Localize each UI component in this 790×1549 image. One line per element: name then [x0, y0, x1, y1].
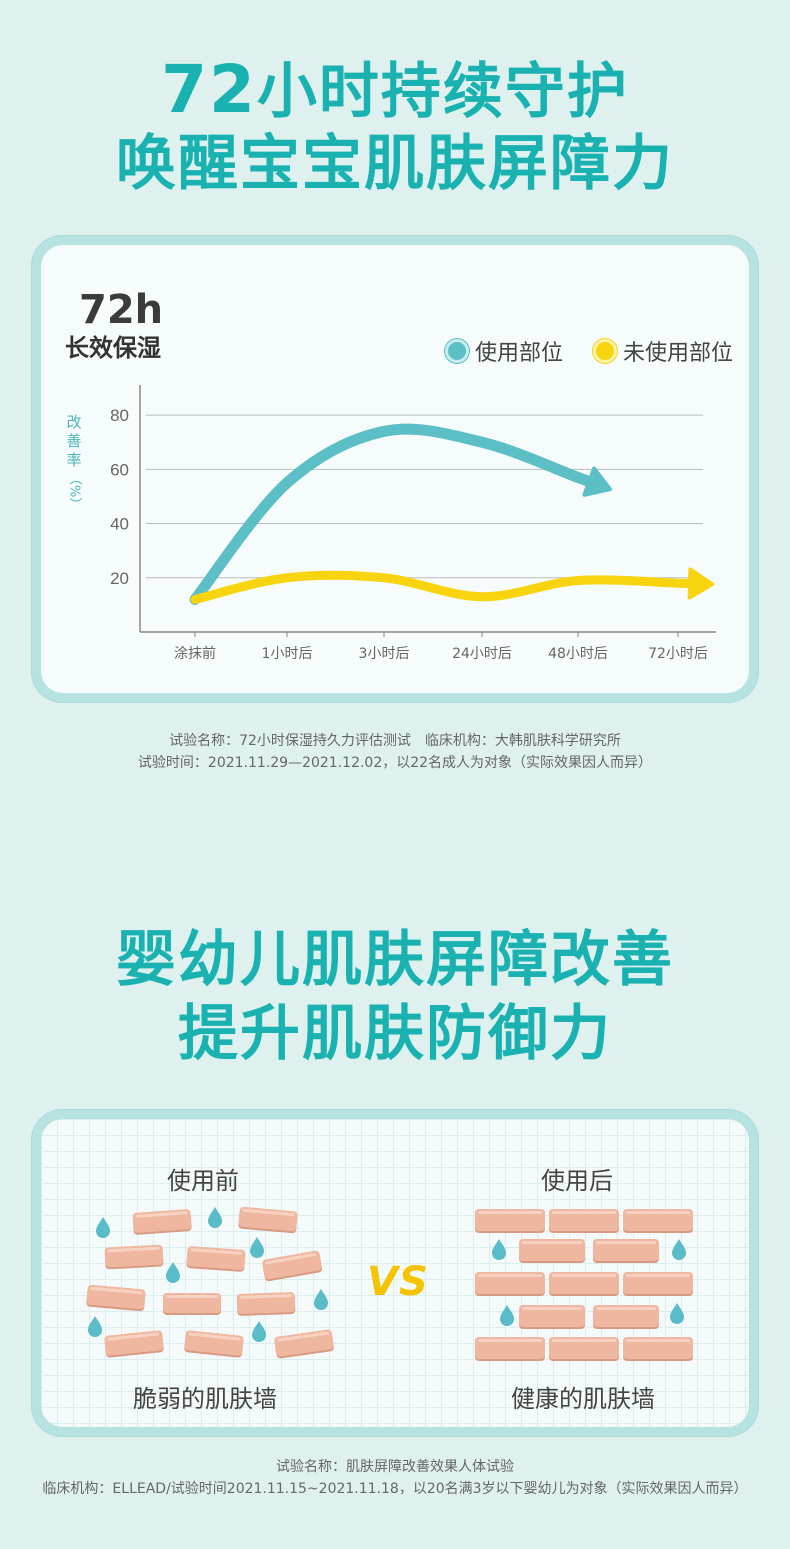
compare-footnote-line1: 试验名称：肌肤屏障改善效果人体试验: [276, 1459, 514, 1475]
vs-text: VS: [367, 1259, 429, 1305]
after-label: 使用后: [541, 1167, 613, 1195]
legend-dot-unused-icon: [592, 339, 617, 363]
y-tick-label: 20: [110, 569, 129, 588]
y-axis-label-char-4: （%）: [66, 472, 82, 511]
section2-title-line2: 提升肌肤防御力: [178, 999, 612, 1069]
water-drop-icon: [670, 1303, 684, 1324]
brick-after: [623, 1209, 693, 1233]
water-drop-icon: [314, 1289, 328, 1310]
section2-title-line1: 婴幼儿肌肤屏障改善: [116, 925, 674, 995]
series-arrow-1-icon: [582, 466, 612, 497]
water-drop-icon: [88, 1316, 102, 1337]
brick-after: [475, 1209, 545, 1233]
brick-before: [274, 1329, 334, 1359]
after-caption: 健康的肌肤墙: [511, 1385, 655, 1413]
compare-card-inner: 使用前 使用后 VS 脆弱的肌肤墙 健康的肌肤墙: [41, 1119, 749, 1427]
brick-before: [186, 1246, 246, 1272]
y-axis-label: 改 善 率 （%）: [63, 413, 85, 510]
brick-after: [549, 1209, 619, 1233]
compare-card: 使用前 使用后 VS 脆弱的肌肤墙 健康的肌肤墙: [32, 1110, 758, 1436]
brick-before: [262, 1250, 323, 1282]
brick-after: [519, 1305, 585, 1329]
brick-before: [236, 1292, 296, 1316]
series-line-1: [189, 423, 607, 605]
hero-title-line2: 唤醒宝宝肌肤屏障力: [116, 129, 674, 199]
brick-after: [549, 1337, 619, 1361]
brick-before: [86, 1284, 146, 1312]
brick-after: [549, 1272, 619, 1296]
y-axis-label-char-1: 改: [66, 413, 82, 431]
brick-before: [184, 1330, 244, 1358]
compare-footnote-line2: 临床机构：ELLEAD/试验时间2021.11.15~2021.11.18，以2…: [42, 1481, 748, 1497]
line-chart: 20 40 60 80 涂抹前 1小时后 3小时后 24小时后 48小时后 72小时后: [110, 385, 716, 662]
legend-item-unused: 未使用部位: [592, 335, 733, 367]
brick-before: [238, 1206, 298, 1234]
chart-legend: 使用部位 未使用部位: [444, 335, 733, 367]
x-tick-label: 3小时后: [359, 646, 410, 662]
chart-footnote-line1: 试验名称：72小时保湿持久力评估测试 临床机构：大韩肌肤科学研究所: [169, 733, 621, 749]
brick-after: [519, 1239, 585, 1263]
brick-after: [623, 1272, 693, 1296]
series-arrow-2-icon: [687, 567, 714, 600]
y-axis-label-char-2: 善: [66, 432, 82, 450]
hero-title-line1: 72小时持续守护: [0, 52, 790, 130]
x-tick-label: 1小时后: [262, 646, 313, 662]
water-drop-icon: [252, 1321, 266, 1342]
brick-after: [593, 1305, 659, 1329]
water-drop-icon: [96, 1217, 110, 1238]
water-drop-icon: [672, 1239, 686, 1260]
y-tick-label: 40: [110, 515, 129, 534]
water-drop-icon: [250, 1237, 264, 1258]
legend-label-used: 使用部位: [474, 341, 563, 366]
water-drop-icon: [166, 1262, 180, 1283]
chart-footnote-line2: 试验时间：2021.11.29—2021.12.02，以22名成人为对象（实际效…: [137, 755, 653, 771]
chart-card: 72h 长效保湿 使用部位 未使用部位 改 善 率 （%） 20 40 60 80 涂抹…: [32, 236, 758, 702]
series-line-2: [190, 570, 707, 604]
legend-label-unused: 未使用部位: [622, 341, 733, 366]
hero-title-number: 72: [161, 51, 257, 128]
chart-subhead: 长效保湿: [65, 334, 161, 362]
y-tick-label: 60: [110, 460, 129, 479]
x-tick-label: 48小时后: [548, 646, 608, 662]
brick-after: [475, 1272, 545, 1296]
water-drop-icon: [492, 1239, 506, 1260]
brick-walls: [86, 1206, 693, 1361]
x-tick-label: 72小时后: [648, 646, 708, 662]
water-drop-icon: [208, 1207, 222, 1228]
y-tick-label: 80: [110, 406, 129, 425]
x-tick-label: 涂抹前: [174, 645, 216, 662]
legend-item-used: 使用部位: [444, 335, 563, 367]
legend-dot-used-icon: [444, 339, 469, 363]
brick-after: [475, 1337, 545, 1361]
y-axis-label-char-3: 率: [66, 451, 82, 469]
chart-headline: 72h: [79, 287, 164, 333]
hero-title-rest: 小时持续守护: [256, 57, 629, 127]
before-caption: 脆弱的肌肤墙: [133, 1385, 277, 1413]
brick-before: [104, 1330, 164, 1358]
brick-after: [623, 1337, 693, 1361]
water-drop-icon: [500, 1305, 514, 1326]
brick-after: [593, 1239, 659, 1263]
chart-card-inner: 72h 长效保湿 使用部位 未使用部位 改 善 率 （%） 20 40 60 80 涂抹…: [41, 245, 749, 693]
x-tick-label: 24小时后: [452, 646, 512, 662]
brick-before: [132, 1209, 192, 1235]
brick-before: [163, 1293, 221, 1315]
before-label: 使用前: [167, 1167, 239, 1195]
brick-before: [104, 1244, 164, 1270]
